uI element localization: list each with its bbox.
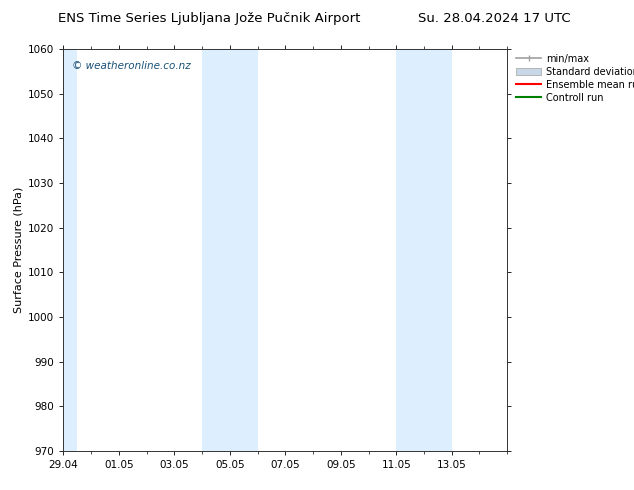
Bar bbox=[396, 49, 451, 451]
Bar bbox=[63, 49, 77, 451]
Text: © weatheronline.co.nz: © weatheronline.co.nz bbox=[72, 61, 191, 71]
Legend: min/max, Standard deviation, Ensemble mean run, Controll run: min/max, Standard deviation, Ensemble me… bbox=[517, 54, 634, 102]
Y-axis label: Surface Pressure (hPa): Surface Pressure (hPa) bbox=[14, 187, 24, 313]
Bar bbox=[202, 49, 257, 451]
Text: ENS Time Series Ljubljana Jože Pučnik Airport: ENS Time Series Ljubljana Jože Pučnik Ai… bbox=[58, 12, 360, 25]
Text: Su. 28.04.2024 17 UTC: Su. 28.04.2024 17 UTC bbox=[418, 12, 571, 25]
